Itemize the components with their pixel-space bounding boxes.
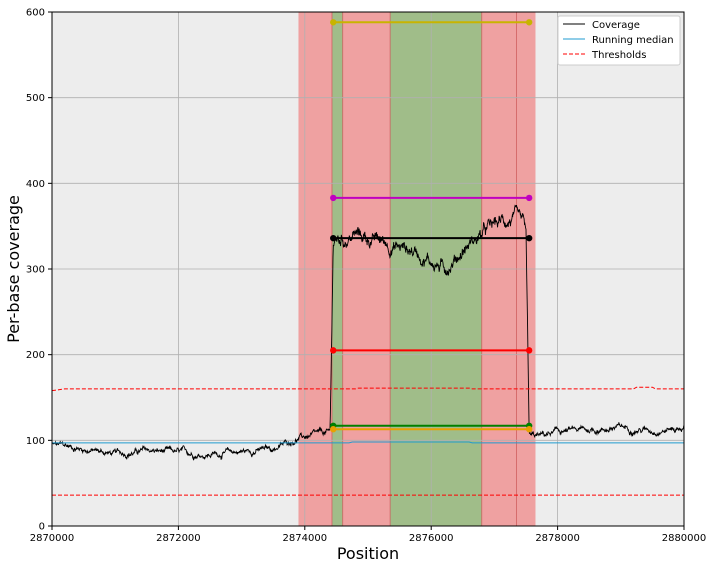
level-segment-end-1 — [526, 195, 532, 201]
level-segment-end-3 — [526, 347, 532, 353]
x-tick-label-2: 2874000 — [283, 533, 328, 544]
legend-label-coverage: Coverage — [592, 20, 640, 31]
legend-label-thresholds: Thresholds — [591, 50, 647, 61]
y-tick-label-5: 500 — [26, 93, 45, 104]
legend-label-running-median: Running median — [592, 35, 674, 46]
level-segment-start-5 — [330, 426, 336, 432]
y-tick-label-3: 300 — [26, 265, 45, 276]
y-tick-label-2: 200 — [26, 350, 45, 361]
level-segment-start-3 — [330, 347, 336, 353]
level-segment-end-2 — [526, 235, 532, 241]
y-axis-ticks: 0 100 200 300 400 500 600 — [26, 8, 52, 533]
x-axis-label: Position — [337, 544, 399, 563]
x-axis-ticks: 2870000 2872000 2874000 2876000 2878000 28800… — [30, 526, 707, 544]
level-segment-start-2 — [330, 235, 336, 241]
level-segment-end-0 — [526, 19, 532, 25]
legend: Coverage Running median Thresholds — [558, 16, 680, 65]
x-tick-label-4: 2878000 — [535, 533, 580, 544]
x-tick-label-5: 2880000 — [662, 533, 707, 544]
y-axis-label: Per-base coverage — [4, 195, 23, 343]
y-tick-label-1: 100 — [26, 436, 45, 447]
y-tick-label-0: 0 — [39, 522, 45, 533]
y-tick-label-6: 600 — [26, 8, 45, 19]
x-tick-label-3: 2876000 — [409, 533, 454, 544]
y-tick-label-4: 400 — [26, 179, 45, 190]
level-segment-start-0 — [330, 19, 336, 25]
x-tick-label-1: 2872000 — [156, 533, 201, 544]
level-segment-end-5 — [526, 426, 532, 432]
x-tick-label-0: 2870000 — [30, 533, 75, 544]
level-segment-start-1 — [330, 195, 336, 201]
